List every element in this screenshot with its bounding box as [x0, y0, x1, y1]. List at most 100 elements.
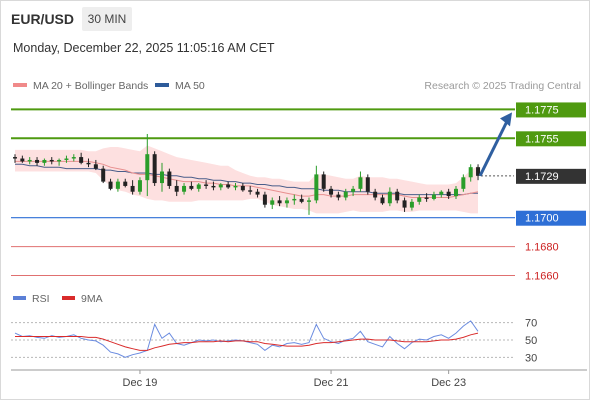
candle	[123, 178, 128, 188]
candle	[79, 152, 84, 165]
candle-body	[454, 188, 458, 197]
datetime-label: Monday, December 22, 2025 11:05:16 AM CE…	[13, 41, 275, 55]
candle	[35, 157, 40, 166]
candle-body	[314, 174, 319, 201]
candle	[42, 158, 47, 166]
timeframe-button[interactable]: 30 MIN	[82, 7, 132, 31]
legend-rsi: RSI	[13, 293, 50, 305]
candle-body	[424, 197, 429, 199]
candle-body	[211, 185, 216, 188]
candle-body	[292, 198, 297, 201]
pivot-label: 1.1700	[525, 213, 559, 225]
candle-body	[255, 191, 260, 195]
candle-body	[130, 185, 135, 192]
candle-body	[226, 184, 231, 188]
candle	[211, 181, 216, 191]
candle-body	[71, 157, 76, 159]
symbol-title: EUR/USD	[11, 11, 75, 27]
candle-body	[137, 180, 142, 192]
candle-body	[468, 167, 473, 178]
candle	[446, 188, 451, 199]
candle	[13, 154, 17, 163]
candle-body	[365, 177, 370, 192]
candle	[321, 171, 326, 192]
x-tick-label: Dec 19	[123, 377, 158, 389]
candle-body	[79, 157, 84, 163]
candle	[336, 191, 341, 201]
candle	[380, 194, 385, 205]
candle-body	[431, 194, 436, 199]
candle-body	[35, 159, 40, 163]
candle-body	[395, 191, 400, 201]
legend-9ma-label: 9MA	[81, 293, 103, 305]
ma20-line	[15, 160, 479, 198]
candle	[152, 151, 157, 186]
candle	[20, 155, 25, 163]
candle-body	[358, 177, 363, 189]
candle	[373, 188, 378, 201]
candle-body	[86, 162, 91, 165]
candle	[468, 164, 473, 182]
candle	[351, 185, 356, 197]
candle	[226, 181, 231, 189]
candle	[240, 183, 245, 192]
candle-body	[307, 200, 311, 202]
candle	[182, 183, 187, 195]
candle-body	[145, 154, 150, 181]
x-tick-label: Dec 21	[314, 377, 349, 389]
x-tick-label: Dec 23	[431, 377, 466, 389]
candle-body	[49, 159, 54, 162]
candle-body	[13, 157, 17, 159]
candle	[167, 168, 172, 189]
candle	[108, 178, 113, 191]
candle	[476, 164, 481, 181]
candle-body	[262, 194, 267, 205]
candle-body	[248, 190, 253, 192]
rsi-tick-label: 30	[525, 352, 537, 364]
candle	[329, 185, 334, 198]
legend-ma20: MA 20 + Bollinger Bands	[13, 80, 148, 92]
candle	[277, 196, 282, 207]
candle-body	[336, 194, 341, 198]
candle-body	[402, 200, 407, 208]
candle-body	[42, 159, 47, 163]
candle-body	[277, 200, 282, 204]
candle-body	[476, 167, 481, 176]
candle	[270, 197, 275, 210]
candle-body	[387, 191, 392, 204]
candle	[395, 188, 400, 204]
candle-body	[204, 184, 209, 186]
forecast-arrow-head	[500, 112, 512, 127]
candle-body	[321, 174, 326, 189]
candle	[292, 194, 297, 205]
ma50-line	[15, 163, 478, 196]
candle-body	[329, 188, 334, 195]
candle	[314, 165, 319, 204]
candle	[189, 181, 194, 191]
candle-body	[417, 197, 422, 202]
candle-body	[439, 191, 444, 195]
candle	[417, 194, 422, 205]
candle-body	[373, 191, 378, 198]
rsi-swatch	[13, 296, 26, 301]
credit-text: Research © 2025 Trading Central	[424, 80, 581, 92]
candle	[115, 178, 120, 192]
candle-body	[343, 191, 348, 198]
candle-body	[93, 164, 98, 169]
candle	[130, 180, 135, 195]
candle	[86, 158, 91, 168]
candle-body	[20, 158, 25, 162]
candle	[307, 197, 311, 215]
forecast-arrow-shaft	[478, 118, 510, 177]
pivot-tag	[516, 210, 586, 226]
target-tag	[516, 131, 586, 147]
rsi-tick-label: 50	[525, 335, 537, 347]
legend-ma50: MA 50	[155, 80, 205, 92]
candle-body	[160, 171, 164, 184]
candle-body	[351, 188, 356, 192]
target-label: 1.1755	[525, 133, 559, 145]
candle	[71, 154, 76, 162]
candle-body	[108, 181, 113, 189]
candle-body	[240, 185, 245, 191]
candle	[174, 180, 179, 197]
